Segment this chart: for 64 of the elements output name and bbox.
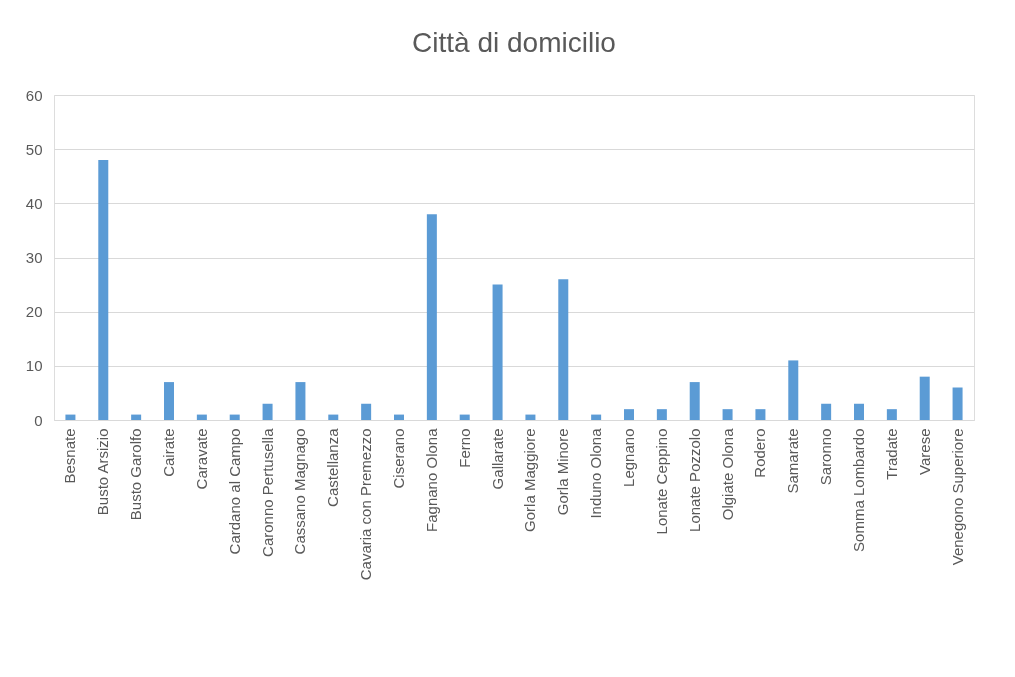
x-tick-label: Varese — [915, 428, 933, 475]
x-tick-label: Cardano al Campo — [225, 428, 243, 555]
y-tick-label: 10 — [25, 357, 43, 375]
x-tick-label: Caravate — [192, 428, 210, 490]
x-tick-label: Lonate Pozzolo — [685, 428, 703, 532]
bar — [295, 382, 306, 420]
y-tick-label: 0 — [34, 411, 43, 429]
y-tick-label: 50 — [25, 140, 43, 158]
bar — [426, 214, 437, 420]
x-tick-label: Saronno — [817, 428, 835, 486]
bar — [394, 414, 404, 420]
bar — [525, 414, 536, 420]
bar — [656, 409, 667, 420]
x-tick-label: Tradate — [882, 428, 900, 480]
bar — [262, 403, 273, 420]
x-tick-label: Induno Olona — [587, 427, 605, 519]
bar — [98, 160, 109, 420]
x-tick-label: Olgiate Olona — [718, 427, 736, 521]
bar — [854, 403, 864, 420]
bar — [722, 409, 733, 420]
bar — [164, 382, 174, 420]
x-tick-label: Gorla Maggiore — [521, 428, 539, 532]
bar — [492, 284, 503, 420]
y-tick-label: 40 — [25, 194, 43, 212]
bar — [689, 382, 700, 420]
x-tick-label: Gallarate — [488, 428, 506, 490]
x-tick-label: Busto Garolfo — [127, 428, 145, 521]
bar — [361, 403, 372, 420]
bar — [788, 360, 799, 420]
x-tick-label: Venegono Superiore — [948, 428, 966, 566]
y-tick-label: 20 — [25, 303, 43, 321]
x-tick-label: Caronno Pertusella — [258, 427, 276, 557]
x-tick-label: Somma Lombardo — [850, 428, 867, 552]
bar — [624, 409, 634, 420]
x-tick-label: Lonate Ceppino — [652, 428, 670, 535]
x-tick-label: Gorla Minore — [554, 428, 572, 516]
bar — [919, 376, 930, 420]
bar — [821, 403, 832, 420]
bar — [558, 279, 569, 420]
bar — [755, 409, 766, 420]
y-tick-label: 30 — [25, 249, 43, 266]
chart-title: Città di domicilio — [412, 27, 616, 58]
x-tick-label: Rodero — [751, 428, 769, 478]
x-tick-label: Besnate — [61, 428, 79, 484]
bar — [65, 414, 76, 420]
x-tick-label: Ferno — [455, 428, 473, 468]
bar — [459, 414, 470, 420]
x-tick-label: Samarate — [784, 428, 802, 494]
x-tick-label: Cairate — [160, 428, 177, 477]
x-tick-label: Fagnano Olona — [422, 427, 440, 532]
bar — [591, 414, 602, 420]
bar — [886, 409, 897, 420]
bar — [229, 414, 240, 420]
x-tick-label: Busto Arsizio — [94, 428, 112, 516]
bar — [196, 414, 207, 420]
bar — [328, 414, 339, 420]
bar — [952, 387, 963, 420]
y-tick-label: 60 — [25, 86, 43, 104]
x-tick-label: Cassano Magnago — [291, 428, 309, 555]
x-tick-label: Castellanza — [324, 427, 342, 507]
bar — [131, 414, 142, 420]
x-tick-label: Legnano — [620, 428, 637, 487]
x-tick-label: Cavaria con Premezzo — [357, 428, 375, 581]
x-tick-label: Ciserano — [390, 428, 407, 489]
